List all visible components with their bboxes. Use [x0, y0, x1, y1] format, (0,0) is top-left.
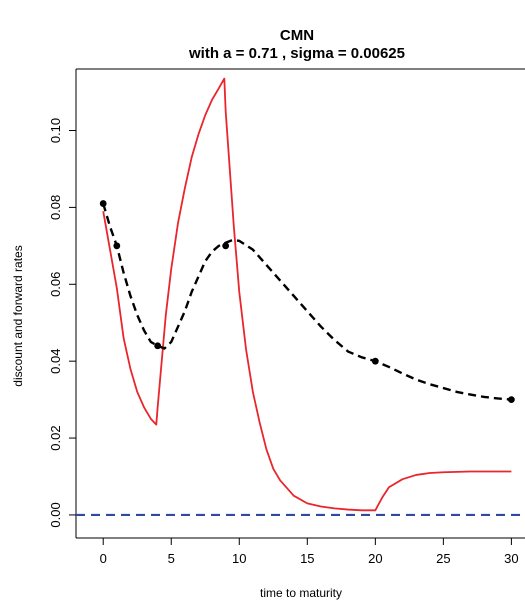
x-tick-label: 25 [436, 551, 450, 566]
y-tick-label: 0.08 [48, 195, 63, 220]
data-point [371, 357, 379, 365]
data-point [154, 342, 162, 350]
y-tick-label: 0.00 [48, 502, 63, 527]
data-point [222, 242, 230, 250]
y-axis: 0.00 0.02 0.04 0.06 0.08 0.10 [48, 118, 76, 528]
y-tick-label: 0.02 [48, 425, 63, 450]
series-layer [102, 77, 512, 512]
chart-title: CMN [280, 27, 314, 44]
x-tick-label: 0 [100, 551, 107, 566]
series-line-solid-red [102, 77, 512, 512]
x-tick-label: 15 [300, 551, 314, 566]
y-tick-label: 0.06 [48, 272, 63, 297]
data-point [113, 242, 121, 250]
x-tick-label: 20 [368, 551, 382, 566]
y-axis-label: discount and forward rates [11, 245, 25, 386]
x-axis-label: time to maturity [260, 586, 342, 600]
y-tick-label: 0.10 [48, 118, 63, 143]
points-layer [99, 200, 515, 404]
x-tick-label: 30 [504, 551, 518, 566]
x-tick-label: 10 [232, 551, 246, 566]
series-line-dashed-black [102, 203, 512, 401]
x-axis: 0 5 10 15 20 25 30 [100, 538, 519, 566]
chart-subtitle: with a = 0.71 , sigma = 0.00625 [188, 45, 405, 62]
data-point [507, 396, 515, 404]
x-tick-label: 5 [168, 551, 175, 566]
data-point [99, 200, 107, 207]
y-tick-label: 0.04 [48, 349, 63, 374]
